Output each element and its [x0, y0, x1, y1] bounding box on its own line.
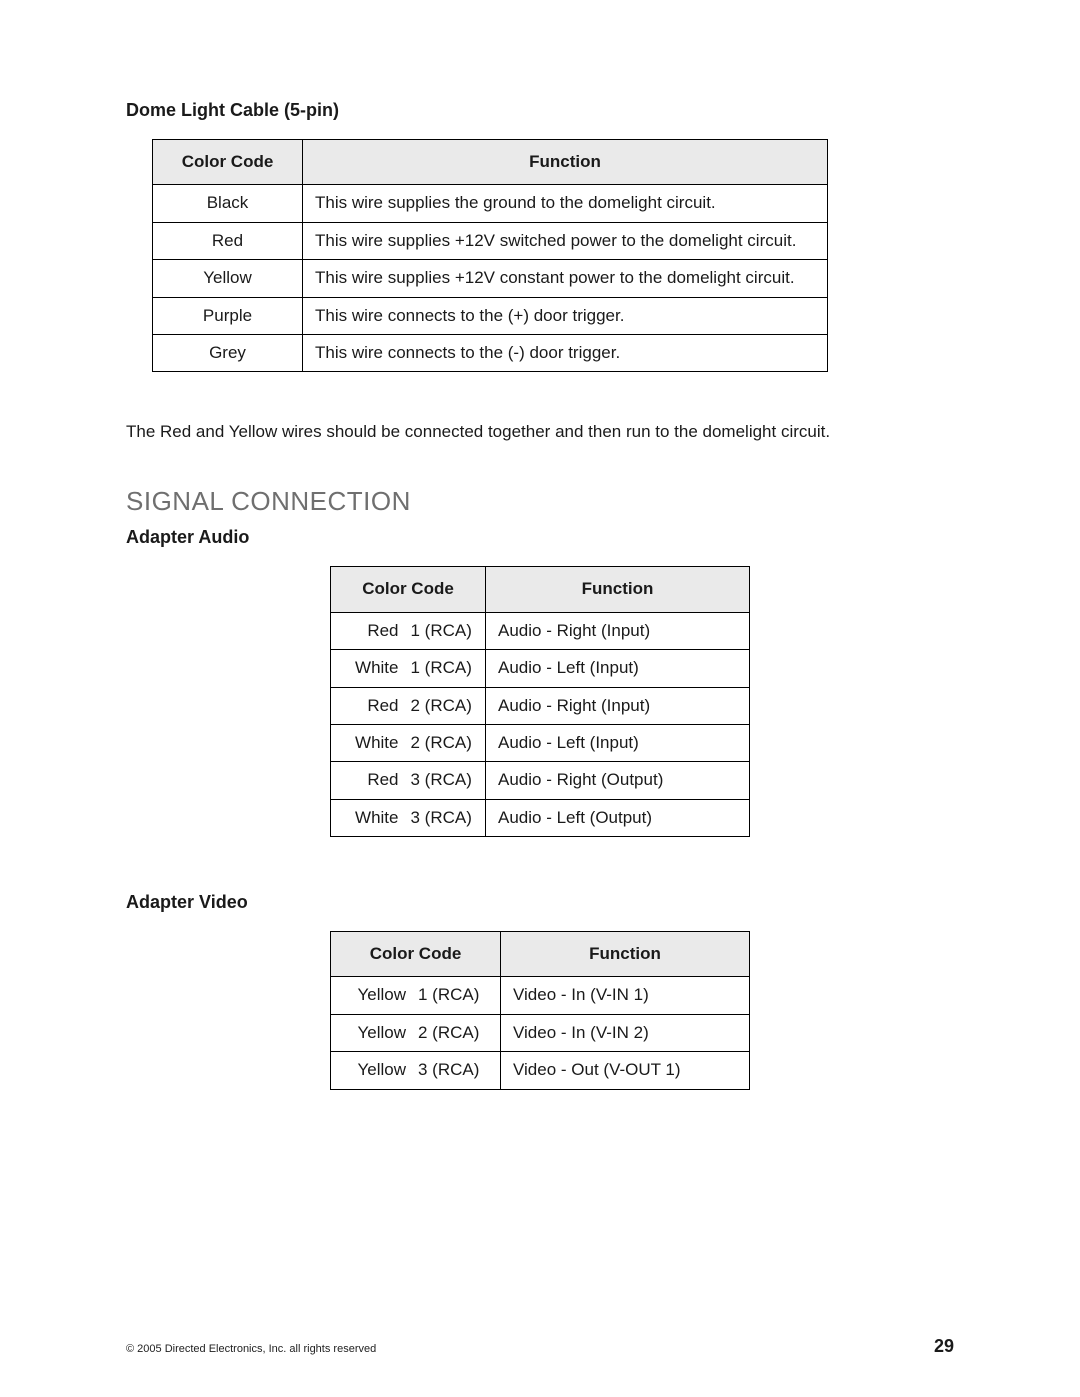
- cell-function: Audio - Right (Output): [486, 762, 750, 799]
- table-header-row: Color Code Function: [331, 932, 750, 977]
- audio-table: Color Code Function Red 1 (RCA) Audio - …: [330, 566, 750, 837]
- cell-function: This wire connects to the (+) door trigg…: [303, 297, 828, 334]
- cell-color: Yellow: [153, 260, 303, 297]
- color-label: Red: [344, 621, 399, 641]
- color-label: White: [344, 658, 399, 678]
- cell-function: Video - In (V-IN 2): [501, 1014, 750, 1051]
- cell-color: Yellow 3 (RCA): [331, 1052, 501, 1089]
- table-row: White 2 (RCA) Audio - Left (Input): [331, 724, 750, 761]
- table-row: Grey This wire connects to the (-) door …: [153, 334, 828, 371]
- table-row: Yellow 3 (RCA) Video - Out (V-OUT 1): [331, 1052, 750, 1089]
- rca-label: 2 (RCA): [418, 1023, 480, 1043]
- cell-function: Video - Out (V-OUT 1): [501, 1052, 750, 1089]
- rca-label: 3 (RCA): [411, 770, 473, 790]
- cell-color: Red: [153, 222, 303, 259]
- cell-color: Red 3 (RCA): [331, 762, 486, 799]
- col-header-color: Color Code: [153, 140, 303, 185]
- table-row: Black This wire supplies the ground to t…: [153, 185, 828, 222]
- cell-function: Audio - Left (Input): [486, 650, 750, 687]
- video-table: Color Code Function Yellow 1 (RCA) Video…: [330, 931, 750, 1090]
- cell-color: Purple: [153, 297, 303, 334]
- rca-label: 3 (RCA): [418, 1060, 480, 1080]
- copyright-text: © 2005 Directed Electronics, Inc. all ri…: [126, 1343, 376, 1355]
- cell-function: This wire supplies the ground to the dom…: [303, 185, 828, 222]
- cell-function: Video - In (V-IN 1): [501, 977, 750, 1014]
- color-label: Yellow: [351, 1060, 406, 1080]
- cell-function: Audio - Left (Input): [486, 724, 750, 761]
- table-row: Yellow This wire supplies +12V constant …: [153, 260, 828, 297]
- cell-function: Audio - Right (Input): [486, 687, 750, 724]
- cell-function: This wire supplies +12V switched power t…: [303, 222, 828, 259]
- cell-color: Yellow 2 (RCA): [331, 1014, 501, 1051]
- cell-function: This wire supplies +12V constant power t…: [303, 260, 828, 297]
- col-header-function: Function: [486, 567, 750, 612]
- signal-heading: SIGNAL CONNECTION: [126, 486, 954, 517]
- dome-note: The Red and Yellow wires should be conne…: [126, 422, 954, 442]
- cell-color: Black: [153, 185, 303, 222]
- color-label: Yellow: [351, 1023, 406, 1043]
- page-number: 29: [934, 1336, 954, 1357]
- cell-color: White 3 (RCA): [331, 799, 486, 836]
- cell-color: White 2 (RCA): [331, 724, 486, 761]
- table-row: Yellow 2 (RCA) Video - In (V-IN 2): [331, 1014, 750, 1051]
- color-label: White: [344, 808, 399, 828]
- color-label: Red: [344, 696, 399, 716]
- col-header-color: Color Code: [331, 932, 501, 977]
- table-header-row: Color Code Function: [331, 567, 750, 612]
- color-label: White: [344, 733, 399, 753]
- cell-function: Audio - Right (Input): [486, 612, 750, 649]
- cell-function: Audio - Left (Output): [486, 799, 750, 836]
- rca-label: 3 (RCA): [411, 808, 473, 828]
- cell-color: Grey: [153, 334, 303, 371]
- rca-label: 1 (RCA): [411, 621, 473, 641]
- dome-table: Color Code Function Black This wire supp…: [152, 139, 828, 372]
- cell-color: Yellow 1 (RCA): [331, 977, 501, 1014]
- table-row: Red 3 (RCA) Audio - Right (Output): [331, 762, 750, 799]
- table-row: Yellow 1 (RCA) Video - In (V-IN 1): [331, 977, 750, 1014]
- page-footer: © 2005 Directed Electronics, Inc. all ri…: [126, 1336, 954, 1357]
- rca-label: 1 (RCA): [418, 985, 480, 1005]
- table-row: Red This wire supplies +12V switched pow…: [153, 222, 828, 259]
- rca-label: 2 (RCA): [411, 733, 473, 753]
- col-header-function: Function: [303, 140, 828, 185]
- cell-function: This wire connects to the (-) door trigg…: [303, 334, 828, 371]
- page: Dome Light Cable (5-pin) Color Code Func…: [0, 0, 1080, 1397]
- cell-color: Red 2 (RCA): [331, 687, 486, 724]
- table-row: White 3 (RCA) Audio - Left (Output): [331, 799, 750, 836]
- table-row: Purple This wire connects to the (+) doo…: [153, 297, 828, 334]
- rca-label: 2 (RCA): [411, 696, 473, 716]
- col-header-function: Function: [501, 932, 750, 977]
- cell-color: Red 1 (RCA): [331, 612, 486, 649]
- rca-label: 1 (RCA): [411, 658, 473, 678]
- table-row: Red 2 (RCA) Audio - Right (Input): [331, 687, 750, 724]
- video-title: Adapter Video: [126, 892, 954, 913]
- table-row: White 1 (RCA) Audio - Left (Input): [331, 650, 750, 687]
- col-header-color: Color Code: [331, 567, 486, 612]
- color-label: Yellow: [351, 985, 406, 1005]
- color-label: Red: [344, 770, 399, 790]
- table-row: Red 1 (RCA) Audio - Right (Input): [331, 612, 750, 649]
- dome-title: Dome Light Cable (5-pin): [126, 100, 954, 121]
- audio-title: Adapter Audio: [126, 527, 954, 548]
- cell-color: White 1 (RCA): [331, 650, 486, 687]
- table-header-row: Color Code Function: [153, 140, 828, 185]
